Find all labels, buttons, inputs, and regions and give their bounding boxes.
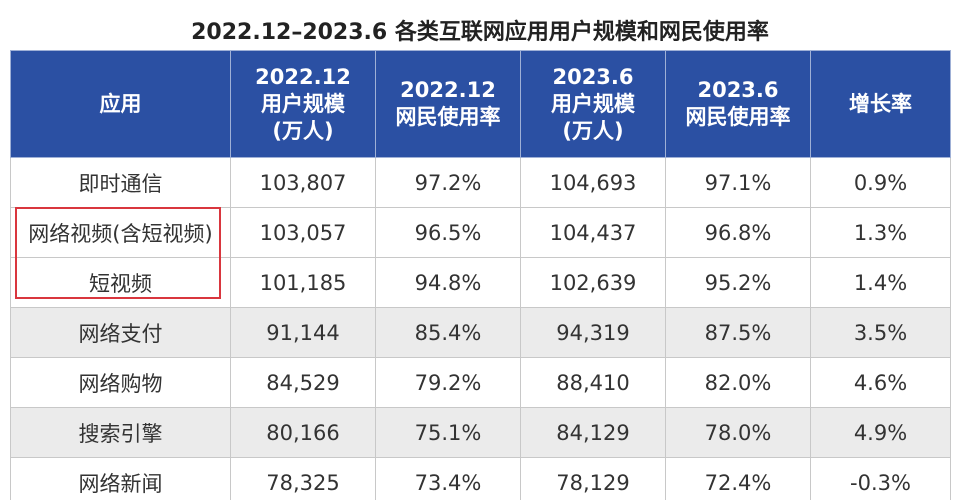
app-name: 短视频 xyxy=(10,257,231,308)
header-cell: 2023.6 网民使用率 xyxy=(665,50,811,158)
title: 2022.12–2023.6 各类互联网应用用户规模和网民使用率 xyxy=(191,20,769,45)
header-cell: 增长率 xyxy=(810,50,951,158)
app-name: 网络新闻 xyxy=(10,457,231,500)
cell: 0.9% xyxy=(810,157,951,208)
cell: 78.0% xyxy=(665,407,811,458)
header-line: 2023.6 xyxy=(552,64,634,89)
header-line: 2023.6 xyxy=(697,78,779,102)
header-line: (万人) xyxy=(272,118,334,143)
cell: 75.1% xyxy=(375,407,521,458)
app-name: 网络视频(含短视频) xyxy=(10,207,231,258)
app-name: 网络购物 xyxy=(10,357,231,408)
header-line: 网民使用率 xyxy=(395,105,501,129)
header-cell: 2022.12 网民使用率 xyxy=(375,50,521,158)
cell: 104,437 xyxy=(520,207,666,258)
header-line: (万人) xyxy=(562,118,624,143)
table-row: 网络新闻 78,325 73.4% 78,129 72.4% -0.3% xyxy=(10,457,951,500)
cell: 73.4% xyxy=(375,457,521,500)
cell: 97.2% xyxy=(375,157,521,208)
cell: 87.5% xyxy=(665,307,811,358)
cell: 95.2% xyxy=(665,257,811,308)
header-cell: 2023.6 用户规模 (万人) xyxy=(520,50,666,158)
table-row: 即时通信 103,807 97.2% 104,693 97.1% 0.9% xyxy=(10,157,951,208)
cell: 78,325 xyxy=(230,457,376,500)
cell: 1.4% xyxy=(810,257,951,308)
cell: 4.9% xyxy=(810,407,951,458)
header-line: 2022.12 xyxy=(255,64,351,89)
table-body: 即时通信 103,807 97.2% 104,693 97.1% 0.9% 网络视频(含短视… xyxy=(10,157,951,500)
header-line: 网民使用率 xyxy=(685,105,791,129)
header-line: 用户规模 xyxy=(261,91,345,116)
cell: 78,129 xyxy=(520,457,666,500)
cell: 104,693 xyxy=(520,157,666,208)
table-row: 网络视频(含短视频) 103,057 96.5% 104,437 96.8% 1.3% xyxy=(10,207,951,258)
cell: 1.3% xyxy=(810,207,951,258)
cell: 96.5% xyxy=(375,207,521,258)
cell: 72.4% xyxy=(665,457,811,500)
header-row: 应用 2022.12 用户规模 (万人) 2022.12 网民使用率 2023.6 用户规模(… xyxy=(10,50,951,158)
table-row: 网络支付 91,144 85.4% 94,319 87.5% 3.5% xyxy=(10,307,951,358)
cell: 82.0% xyxy=(665,357,811,408)
cell: 103,057 xyxy=(230,207,376,258)
cell: 80,166 xyxy=(230,407,376,458)
cell: 96.8% xyxy=(665,207,811,258)
app-name: 搜索引擎 xyxy=(10,407,231,458)
cell: 79.2% xyxy=(375,357,521,408)
cell: 4.6% xyxy=(810,357,951,408)
table-row: 网络购物 84,529 79.2% 88,410 82.0% 4.6% xyxy=(10,357,951,408)
cell: 101,185 xyxy=(230,257,376,308)
table-row: 搜索引擎 80,166 75.1% 84,129 78.0% 4.9% xyxy=(10,407,951,458)
header-line: 用户规模 xyxy=(551,91,635,116)
cell: 84,129 xyxy=(520,407,666,458)
highlight-box xyxy=(15,207,221,299)
app-name: 即时通信 xyxy=(10,157,231,208)
header-cell: 应用 xyxy=(10,50,231,158)
header-line: 应用 xyxy=(99,91,142,116)
cell: 102,639 xyxy=(520,257,666,308)
cell: 94.8% xyxy=(375,257,521,308)
cell: 97.1% xyxy=(665,157,811,208)
data-table: 应用 2022.12 用户规模 (万人) 2022.12 网民使用率 2023.6 用户规模(… xyxy=(10,50,951,500)
cell: 103,807 xyxy=(230,157,376,208)
cell: 85.4% xyxy=(375,307,521,358)
table-row: 短视频 101,185 94.8% 102,639 95.2% 1.4% xyxy=(10,257,951,308)
cell: 84,529 xyxy=(230,357,376,408)
cell: 3.5% xyxy=(810,307,951,358)
app-name: 网络支付 xyxy=(10,307,231,358)
cell: 94,319 xyxy=(520,307,666,358)
cell: -0.3% xyxy=(810,457,951,500)
cell: 88,410 xyxy=(520,357,666,408)
header-line: 增长率 xyxy=(849,91,912,116)
header-cell: 2022.12 用户规模 (万人) xyxy=(230,50,376,158)
header-line: 2022.12 xyxy=(400,78,496,102)
cell: 91,144 xyxy=(230,307,376,358)
